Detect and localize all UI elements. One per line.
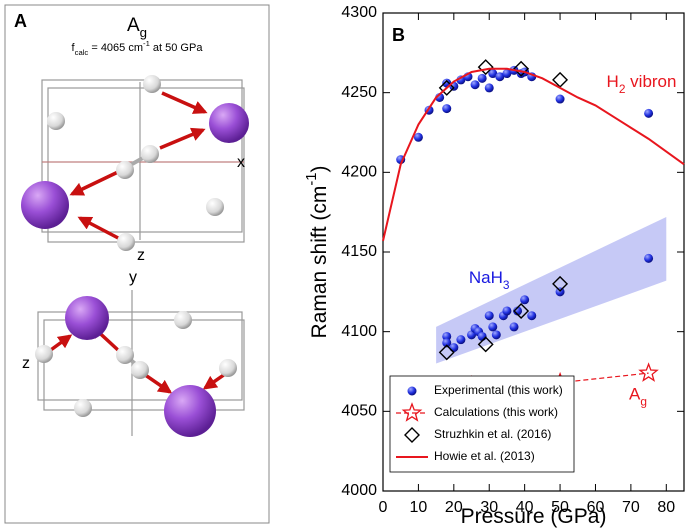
- x-tick-label: 10: [410, 499, 428, 516]
- legend-label: Struzhkin et al. (2016): [434, 427, 551, 441]
- y-tick-label: 4200: [341, 164, 377, 181]
- point: [449, 343, 459, 353]
- legend-label: Experimental (this work): [434, 383, 563, 397]
- point: [495, 72, 505, 82]
- text-part: = 4065 cm: [88, 42, 143, 54]
- annotation: Ag: [629, 385, 647, 409]
- point: [509, 322, 519, 332]
- panel-title: Ag: [127, 15, 147, 40]
- legend-label: Howie et al. (2013): [434, 449, 535, 463]
- point: [527, 311, 537, 321]
- text-part: Raman shift (cm: [308, 186, 331, 339]
- y-tick-label: 4250: [341, 84, 377, 101]
- panel-label: A: [14, 11, 27, 31]
- point: [477, 59, 494, 76]
- x-tick-label: 20: [445, 499, 463, 516]
- text-part: Pressure (GPa): [461, 505, 607, 528]
- text-part: 2: [619, 82, 626, 96]
- x-axis-label: Pressure (GPa): [461, 505, 607, 528]
- text-part: g: [640, 395, 647, 409]
- point: [488, 322, 498, 332]
- point: [502, 306, 512, 316]
- text-part: calc: [75, 48, 89, 57]
- point: [644, 253, 654, 263]
- text-part: vibron: [625, 73, 676, 92]
- point: [477, 73, 487, 83]
- x-tick-label: 0: [379, 499, 388, 516]
- panel-a: A Ag fcalc = 4065 cm-1 at 50 GPa: [4, 4, 270, 524]
- y-tick-label: 4050: [341, 403, 377, 420]
- point: [456, 75, 466, 85]
- x-tick-label: 40: [516, 499, 534, 516]
- text-part: 3: [503, 278, 510, 292]
- text-part: A: [629, 385, 641, 404]
- y-tick-label: 4150: [341, 243, 377, 260]
- point: [438, 344, 455, 361]
- nah3-band: [436, 216, 667, 364]
- x-tick-label: 80: [657, 499, 675, 516]
- point: [513, 306, 523, 316]
- panel-frame: [4, 4, 270, 524]
- point: [513, 302, 530, 319]
- point: [484, 311, 494, 321]
- point: [552, 275, 569, 292]
- point: [470, 80, 480, 90]
- text-part: g: [140, 25, 147, 40]
- text-part: ): [308, 166, 331, 173]
- legend-marker: [404, 427, 420, 443]
- point: [555, 94, 565, 104]
- annotation: H2 vibron: [607, 73, 677, 97]
- panel-subtitle: fcalc = 4065 cm-1 at 50 GPa: [72, 39, 204, 57]
- text-part: f: [72, 42, 76, 54]
- text-part: at 50 GPa: [150, 42, 203, 54]
- atoms: [21, 75, 249, 437]
- y-tick-label: 4300: [341, 4, 377, 21]
- point: [456, 335, 466, 345]
- point: [520, 295, 530, 305]
- text-part: A: [127, 15, 140, 36]
- point: [644, 108, 654, 118]
- plot-frame: [382, 12, 685, 492]
- legend-marker: [401, 402, 423, 422]
- point: [442, 104, 452, 114]
- text-part: -1: [143, 39, 150, 48]
- point: [638, 362, 659, 382]
- point: [513, 60, 530, 77]
- point: [438, 79, 455, 96]
- point: [477, 331, 487, 341]
- point: [484, 83, 494, 93]
- series-line: [382, 67, 685, 242]
- y-tick-label: 4000: [341, 482, 377, 499]
- legend-marker: [407, 386, 417, 396]
- axis-letter: y: [129, 269, 137, 286]
- point: [491, 330, 501, 340]
- axis-letter: z: [22, 355, 30, 372]
- legend-label: Calculations (this work): [434, 405, 558, 419]
- point: [413, 132, 423, 142]
- text-part: NaH: [469, 269, 503, 288]
- panel-label: B: [392, 25, 405, 45]
- annotation: NaH3: [469, 269, 510, 293]
- point: [488, 69, 498, 79]
- y-tick-label: 4100: [341, 323, 377, 340]
- point: [502, 69, 512, 79]
- x-tick-label: 60: [587, 499, 605, 516]
- text-part: -1: [304, 173, 320, 186]
- y-axis-label: Raman shift (cm-1): [304, 166, 331, 339]
- point: [442, 338, 452, 348]
- x-tick-label: 70: [622, 499, 640, 516]
- x-tick-label: 30: [480, 499, 498, 516]
- point: [442, 331, 452, 341]
- text-part: H: [607, 73, 619, 92]
- x-tick-label: 50: [551, 499, 569, 516]
- axis-letter: z: [137, 247, 145, 264]
- point: [477, 336, 494, 353]
- axis-letter: x: [237, 154, 245, 171]
